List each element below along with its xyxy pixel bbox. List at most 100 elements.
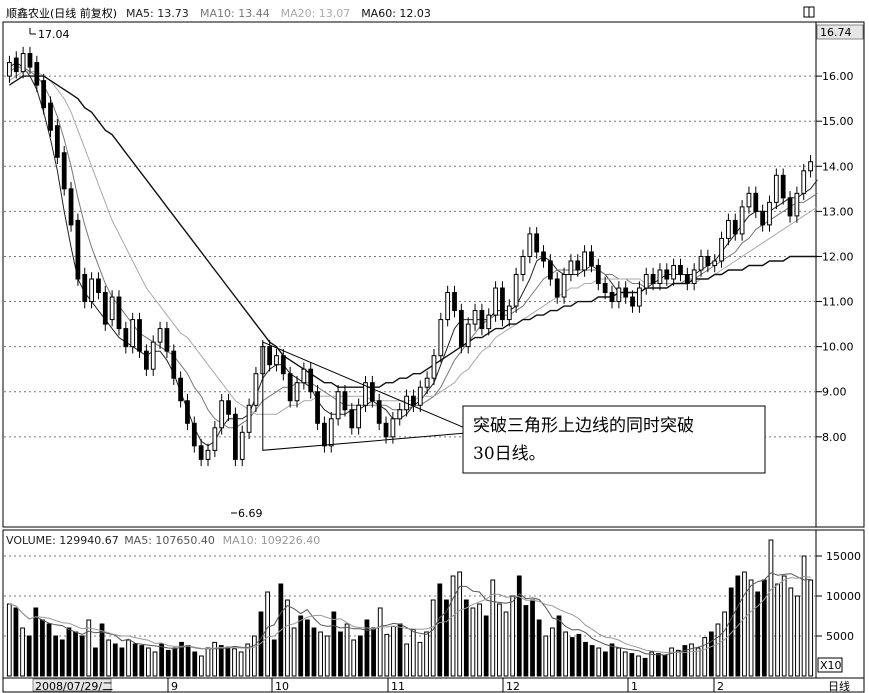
candle <box>623 281 629 304</box>
volume-bar <box>53 635 59 677</box>
volume-bar <box>99 623 105 677</box>
candle <box>684 267 690 291</box>
candle <box>301 362 307 390</box>
candle <box>150 335 156 376</box>
candle <box>123 321 129 354</box>
candle <box>534 227 540 259</box>
cursor-date-box <box>32 678 112 692</box>
volume-bar <box>761 579 767 677</box>
volume-indicator-label: MA10: 109226.40 <box>223 534 321 547</box>
volume-bar <box>384 633 390 677</box>
candle <box>760 204 766 232</box>
candle <box>458 303 464 354</box>
last-price-box <box>816 24 864 40</box>
candle <box>143 344 149 376</box>
candle <box>109 290 115 327</box>
volume-bar <box>364 619 370 677</box>
volume-bar <box>622 651 628 677</box>
candle <box>547 254 553 286</box>
candle <box>719 231 724 268</box>
candle <box>68 182 74 232</box>
volume-axis-panel <box>815 529 865 679</box>
volume-bar <box>391 625 396 677</box>
indicator-label: MA20: 13.07 <box>281 7 351 20</box>
candle <box>500 281 505 327</box>
candle <box>452 285 457 318</box>
candle <box>438 312 444 363</box>
triangle-outline <box>262 341 476 451</box>
last-price-label: 16.74 <box>820 26 852 39</box>
volume-bar <box>371 627 376 677</box>
candle <box>739 200 745 241</box>
candle <box>411 389 416 413</box>
annotation-line-1: 突破三角形上边线的同时突破 <box>473 416 694 436</box>
volume-bar <box>596 647 602 677</box>
volume-bar <box>801 555 807 677</box>
volume-bar <box>93 647 98 677</box>
volume-bar <box>550 627 555 677</box>
candle <box>48 96 53 137</box>
volume-bar <box>483 615 489 677</box>
candle <box>424 371 430 394</box>
date-tick-label: 9 <box>171 680 178 693</box>
volume-bar <box>450 575 456 677</box>
candle <box>575 254 581 277</box>
candle <box>363 375 368 413</box>
volume-bar <box>152 651 158 677</box>
price-tick-label: 15.00 <box>822 115 854 128</box>
volume-bar <box>583 641 588 677</box>
price-tick-label: 12.00 <box>822 250 854 263</box>
volume-bar <box>649 651 655 677</box>
price-tick-label: 9.00 <box>822 386 847 399</box>
low-marker-label: 6.69 <box>238 507 263 520</box>
volume-bar <box>497 603 502 677</box>
window-toggle-icon[interactable] <box>803 6 815 18</box>
candle <box>712 254 718 273</box>
volume-bar <box>26 635 32 677</box>
price-tick-labels: 16.00 15.00 14.00 13.00 12.00 11.00 10.00 9.00 8… <box>816 70 854 444</box>
candle <box>726 213 731 246</box>
volume-bar <box>238 651 244 677</box>
candle <box>171 344 177 385</box>
volume-bar <box>642 657 648 677</box>
date-tick-label: 2008/07/29/二 <box>35 680 113 693</box>
volume-bar <box>695 647 701 677</box>
volume-tick-label: 10000 <box>826 590 861 603</box>
candle <box>541 245 546 268</box>
candle <box>767 195 772 232</box>
volume-bar <box>536 619 542 677</box>
candle <box>335 384 341 426</box>
chart-title: 顺鑫农业(日线 前复权) <box>6 6 117 20</box>
candle <box>20 46 26 79</box>
volume-bar <box>172 647 178 677</box>
volume-bar <box>556 615 562 677</box>
candle <box>116 290 122 336</box>
candle <box>82 267 88 309</box>
volume-ma10-line <box>9 575 811 654</box>
candle <box>417 380 423 413</box>
volume-bar <box>344 623 350 677</box>
volume-bar <box>569 637 575 677</box>
candle <box>328 412 334 453</box>
volume-bar <box>66 627 72 677</box>
volume-bar <box>795 595 800 677</box>
volume-bar <box>33 607 39 677</box>
volume-bar <box>106 639 112 677</box>
volume-bar <box>490 579 496 677</box>
date-tick-labels: 2008/07/29/二 9 10 11 12 1 2 <box>32 678 724 693</box>
candle <box>369 375 375 408</box>
candle <box>664 263 670 286</box>
candle <box>678 258 683 282</box>
ma60-line <box>9 75 818 388</box>
candle <box>137 312 142 358</box>
candle <box>486 308 492 336</box>
volume-bar <box>742 571 747 677</box>
candle <box>233 407 238 467</box>
volume-bar <box>291 627 297 677</box>
volume-bar <box>768 539 774 677</box>
annotation-box: 突破三角形上边线的同时突破 30日线。 <box>462 405 766 474</box>
volume-bar <box>271 639 277 677</box>
candle <box>246 398 252 440</box>
volume-bar <box>748 579 754 677</box>
